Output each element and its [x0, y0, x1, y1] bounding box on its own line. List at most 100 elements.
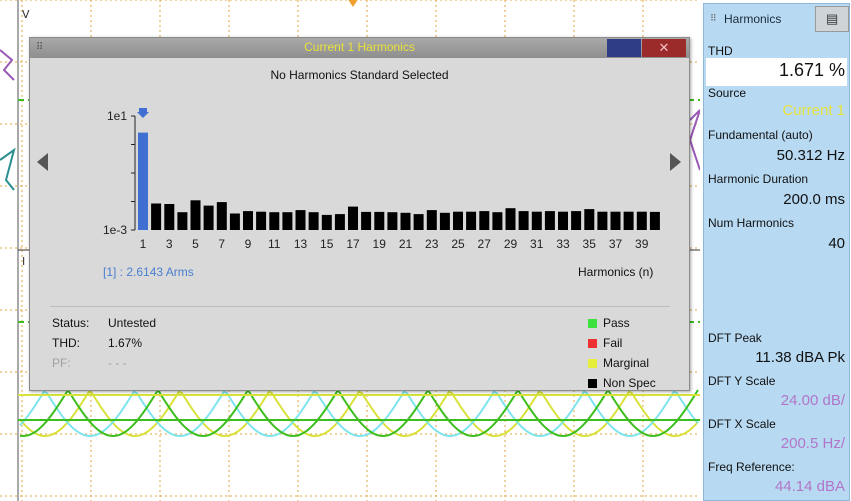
harmonic-bar[interactable]	[439, 212, 450, 230]
x-tick-label: 21	[399, 237, 413, 251]
freq-reference-label: Freq Reference:	[708, 460, 795, 474]
previous-arrow-icon[interactable]	[37, 153, 48, 171]
pf-value: - - -	[108, 356, 127, 370]
y-tick-label: 1e1	[107, 109, 127, 123]
harmonic-bar[interactable]	[177, 212, 188, 230]
y-tick-label: 1e-3	[103, 223, 127, 237]
harmonic-bar[interactable]	[308, 212, 319, 230]
harmonics-side-panel: ⠿ Harmonics ▤ THD 1.671 % Source Current…	[700, 0, 851, 501]
harmonic-bar[interactable]	[492, 212, 503, 230]
harmonic-bar[interactable]	[597, 211, 608, 230]
tab-harmonics[interactable]: ⠿ Harmonics	[704, 4, 813, 32]
harmonic-bar[interactable]	[505, 208, 516, 230]
harmonic-bar[interactable]	[400, 212, 411, 230]
panel-body: ⠿ Harmonics ▤ THD 1.671 % Source Current…	[703, 3, 850, 501]
dft-y-scale-value[interactable]: 24.00 dB/	[780, 392, 845, 409]
x-tick-label: 5	[192, 237, 199, 251]
harmonic-bar[interactable]	[243, 211, 253, 230]
harmonic-bar[interactable]	[216, 202, 227, 230]
harmonic-bar[interactable]	[649, 211, 660, 230]
waveform-trace	[688, 109, 700, 171]
dft-peak-label: DFT Peak	[708, 331, 762, 345]
pf-key: PF:	[52, 356, 71, 370]
trigger-marker-icon[interactable]	[347, 0, 359, 7]
harmonic-bar[interactable]	[426, 210, 437, 230]
dft-peak-value[interactable]: 11.38 dBA Pk	[755, 349, 845, 366]
harmonic-bar[interactable]	[479, 211, 490, 230]
selected-harmonic-marker-icon[interactable]	[136, 108, 149, 118]
waveform-trace	[19, 390, 699, 438]
harmonic-bar[interactable]	[361, 211, 372, 230]
harmonic-bar[interactable]	[348, 206, 358, 230]
x-tick-label: 11	[268, 237, 281, 251]
harmonic-bar[interactable]	[269, 212, 280, 230]
x-tick-label: 3	[166, 237, 173, 251]
thd-value[interactable]: 1.671 %	[778, 60, 845, 80]
harmonic-bar[interactable]	[453, 211, 463, 230]
tab-harmonics-label: Harmonics	[724, 12, 782, 26]
voltage-axis-label: V	[22, 8, 30, 21]
close-button[interactable]: ✕	[642, 39, 686, 57]
dft-y-scale-label: DFT Y Scale	[708, 374, 776, 388]
source-value[interactable]: Current 1	[782, 102, 845, 119]
waveform-trace	[0, 49, 15, 81]
harmonic-bar[interactable]	[531, 211, 542, 230]
legend-marginal: Marginal	[588, 356, 649, 370]
harmonic-bar[interactable]	[571, 211, 582, 230]
next-arrow-icon[interactable]	[670, 153, 681, 171]
x-tick-label: 35	[583, 237, 597, 251]
divider	[50, 306, 670, 307]
selected-harmonic-readout: [1] : 2.6143 Arms	[103, 265, 194, 279]
drag-grip-icon[interactable]: ⠿	[710, 13, 717, 23]
harmonics-dialog: ⠿ Current 1 Harmonics ✕ No Harmonics Sta…	[29, 37, 690, 391]
fail-swatch-icon	[588, 339, 597, 348]
current-axis-label: I	[22, 255, 26, 268]
x-tick-label: 1	[140, 237, 147, 251]
x-tick-label: 25	[451, 237, 465, 251]
harmonic-bar[interactable]	[295, 210, 306, 230]
status-value: Untested	[108, 316, 157, 330]
num-harmonics-value[interactable]: 40	[828, 235, 845, 252]
harmonic-bar[interactable]	[466, 211, 477, 230]
harmonic-duration-value[interactable]: 200.0 ms	[783, 191, 845, 208]
x-tick-label: 39	[635, 237, 649, 251]
num-harmonics-label: Num Harmonics	[708, 216, 795, 230]
harmonic-bar[interactable]	[558, 211, 568, 230]
harmonic-bar[interactable]	[321, 214, 332, 230]
harmonic-bar[interactable]	[413, 214, 424, 230]
harmonic-bar[interactable]	[203, 205, 214, 230]
dialog-titlebar[interactable]: ⠿ Current 1 Harmonics ✕	[30, 38, 689, 58]
harmonic-bar[interactable]	[256, 211, 267, 230]
drag-grip-icon[interactable]: ⠿	[36, 42, 43, 53]
harmonic-bar[interactable]	[374, 211, 385, 230]
freq-reference-value[interactable]: 44.14 dBA	[774, 478, 845, 495]
harmonic-bar[interactable]	[584, 209, 595, 230]
dft-x-scale-label: DFT X Scale	[708, 417, 776, 431]
harmonic-bar[interactable]	[623, 211, 634, 230]
harmonic-bar[interactable]	[544, 211, 555, 230]
harmonic-bar[interactable]	[164, 204, 175, 230]
minimize-button[interactable]	[607, 39, 641, 57]
panel-menu-button[interactable]: ▤	[815, 6, 849, 32]
fundamental-value[interactable]: 50.312 Hz	[776, 147, 845, 164]
harmonics-standard-label: No Harmonics Standard Selected	[270, 68, 449, 82]
harmonic-bar[interactable]	[151, 203, 162, 231]
harmonic-bar[interactable]	[636, 211, 647, 230]
x-tick-label: 7	[218, 237, 225, 251]
legend-fail: Fail	[588, 336, 622, 350]
harmonic-bar[interactable]	[610, 211, 621, 230]
harmonic-bar[interactable]	[334, 214, 345, 230]
harmonic-bar[interactable]	[387, 212, 398, 230]
harmonic-bar[interactable]	[190, 200, 201, 230]
harmonic-bar[interactable]	[229, 213, 240, 231]
x-tick-label: 27	[478, 237, 492, 251]
harmonic-bar[interactable]	[282, 212, 293, 230]
harmonic-bar[interactable]	[518, 211, 529, 230]
x-tick-label: 23	[425, 237, 439, 251]
harmonic-duration-label: Harmonic Duration	[708, 172, 809, 186]
dft-x-scale-value[interactable]: 200.5 Hz/	[780, 435, 845, 452]
x-tick-label: 9	[245, 237, 252, 251]
harmonic-bar[interactable]	[138, 132, 148, 230]
thd-key: THD:	[52, 336, 80, 350]
